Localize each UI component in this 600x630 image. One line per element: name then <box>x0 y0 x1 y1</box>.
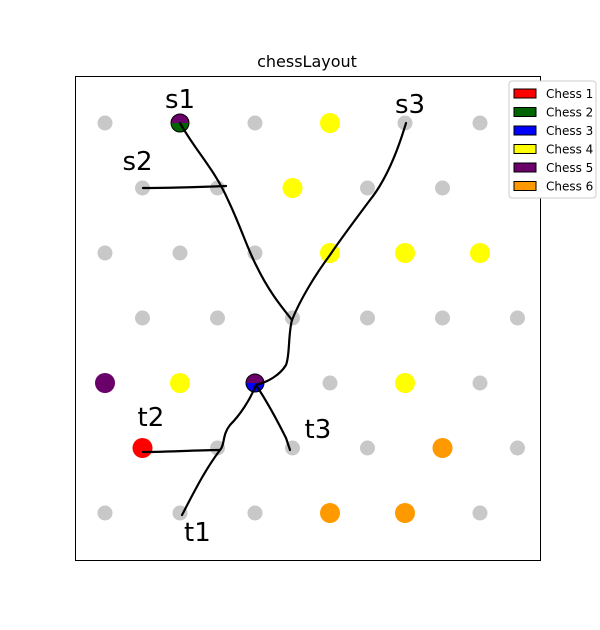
chess-piece-dot <box>282 178 303 198</box>
piece-top-half <box>246 374 264 383</box>
chess-piece-dot <box>432 438 453 458</box>
legend-swatch <box>513 144 537 154</box>
legend-swatch <box>513 107 537 117</box>
empty-cell-dot <box>435 180 450 196</box>
route-annotations: s1 s2 s3 t1 t2 t3 <box>123 85 426 548</box>
legend: Chess 1 Chess 2 Chess 3 Chess 4 Chess 5 Chess… <box>508 80 597 199</box>
route-stroke <box>141 448 222 454</box>
empty-cell-dot <box>135 310 150 326</box>
empty-cell-dot <box>472 505 488 521</box>
empty-cell-dot <box>360 180 375 196</box>
legend-swatch <box>513 181 537 191</box>
legend-swatch <box>513 125 537 136</box>
route-label-s1: s1 <box>165 85 195 115</box>
route-stroke <box>290 121 408 322</box>
legend-entry-label: Chess 4 <box>546 143 593 157</box>
empty-cell-dot <box>510 310 525 326</box>
piece-top-half <box>171 114 189 123</box>
empty-cell-dot <box>322 375 338 391</box>
empty-cell-dot <box>97 115 113 131</box>
chess-piece-dot <box>395 503 415 523</box>
route-strokes <box>141 121 408 517</box>
empty-cell-dot <box>210 180 225 196</box>
route-stroke <box>254 318 294 387</box>
route-stroke <box>141 184 228 190</box>
legend-entry-label: Chess 5 <box>546 161 593 175</box>
legend-entry-label: Chess 1 <box>546 87 593 101</box>
route-label-s2: s2 <box>123 147 153 177</box>
route-stroke <box>254 383 292 452</box>
empty-cell-dot <box>97 245 113 261</box>
chess-piece-dot <box>395 373 415 393</box>
chess-piece-dot <box>95 373 115 393</box>
route-label-t1: t1 <box>184 518 211 548</box>
empty-cell-dot <box>472 115 488 131</box>
empty-cell-dot <box>172 245 188 261</box>
chess-piece-dot <box>320 503 340 523</box>
legend-swatch <box>513 88 537 99</box>
route-label-t2: t2 <box>138 403 165 433</box>
empty-cell-dot <box>210 440 225 456</box>
empty-cell-dot <box>360 440 375 456</box>
plot-frame <box>75 76 541 561</box>
empty-cell-dot <box>472 375 488 391</box>
chess-piece-dot <box>395 243 415 263</box>
route-label-t3: t3 <box>305 415 332 445</box>
chess-piece-dot <box>320 113 340 133</box>
empty-cell-dot <box>435 310 450 326</box>
route-stroke <box>180 383 258 517</box>
legend-swatch <box>513 162 537 173</box>
empty-cell-dot <box>247 115 263 131</box>
empty-cell-dot <box>210 310 225 326</box>
legend-entry-label: Chess 6 <box>546 180 593 194</box>
empty-cell-dot <box>510 440 525 456</box>
piece-outline <box>170 113 190 133</box>
legend-entry-label: Chess 2 <box>546 106 593 120</box>
chess-piece-dot <box>470 243 490 263</box>
chart-title: chessLayout <box>257 52 357 71</box>
route-stroke <box>178 121 294 322</box>
route-label-s3: s3 <box>395 90 425 120</box>
empty-cell-dot <box>247 505 263 521</box>
board-dots <box>95 113 525 523</box>
chess-piece-dot <box>170 373 190 393</box>
empty-cell-dot <box>360 310 375 326</box>
legend-entry-label: Chess 3 <box>546 124 593 138</box>
chess-piece-dot <box>132 438 153 458</box>
empty-cell-dot <box>97 505 113 521</box>
